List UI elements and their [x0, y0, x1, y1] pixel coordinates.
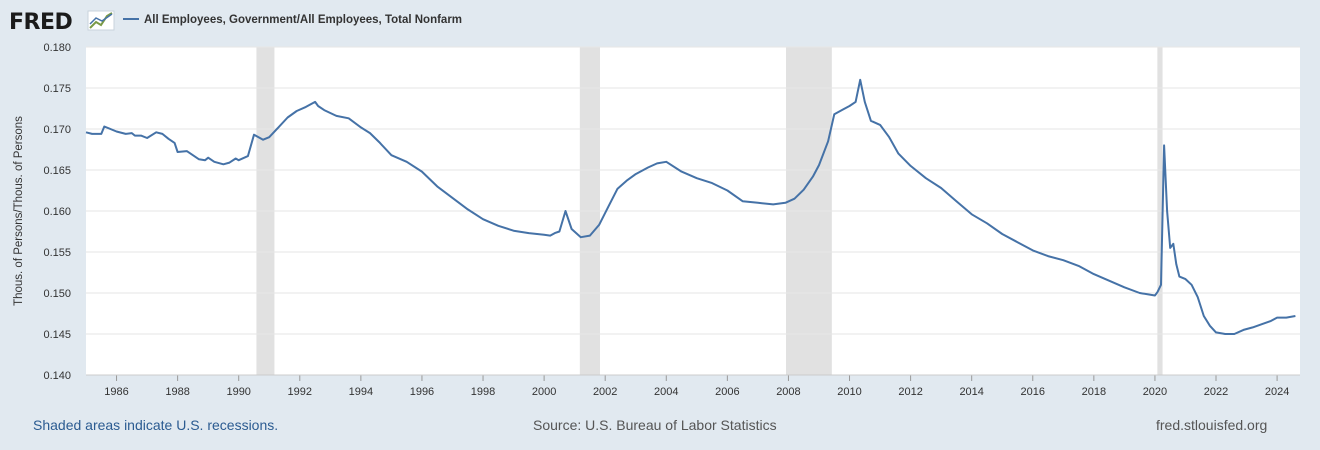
- fred-logo[interactable]: FRED: [9, 10, 115, 35]
- x-tick-label: 2012: [898, 386, 922, 398]
- x-axis: 1986 1988 1990 1992 1994 1996 1998 2000 2002 2004…: [86, 374, 1300, 398]
- source-credit: Source: U.S. Bureau of Labor Statistics: [533, 417, 777, 433]
- x-tick-label: 2014: [959, 386, 983, 398]
- x-tick-label: 1998: [471, 386, 495, 398]
- y-tick-label: 0.175: [43, 83, 71, 95]
- x-tick-label: 2016: [1021, 386, 1045, 398]
- site-url[interactable]: fred.stlouisfed.org: [1156, 417, 1268, 433]
- x-tick-label: 1990: [226, 386, 250, 398]
- y-tick-label: 0.150: [43, 288, 71, 300]
- x-tick-label: 2008: [776, 386, 800, 398]
- y-axis: 0.140 0.145 0.150 0.155 0.160 0.165 0.170 0.175…: [43, 42, 71, 382]
- x-tick-label: 2002: [593, 386, 617, 398]
- x-tick-label: 2006: [715, 386, 739, 398]
- x-tick-label: 2004: [654, 386, 678, 398]
- y-tick-label: 0.165: [43, 165, 71, 177]
- series-line: [85, 78, 1296, 335]
- legend-label: All Employees, Government/All Employees,…: [144, 14, 462, 26]
- x-tick-label: 1992: [288, 386, 312, 398]
- x-tick-label: 2010: [837, 386, 861, 398]
- x-tick-label: 1996: [410, 386, 434, 398]
- y-axis-title: Thous. of Persons/Thous. of Persons: [13, 116, 25, 306]
- fred-chart-logo-icon: [87, 10, 115, 31]
- x-tick-label: 1986: [104, 386, 128, 398]
- legend: All Employees, Government/All Employees,…: [123, 14, 462, 26]
- y-tick-label: 0.155: [43, 247, 71, 259]
- y-tick-label: 0.140: [43, 370, 71, 382]
- x-tick-label: 2000: [532, 386, 556, 398]
- x-tick-label: 1988: [165, 386, 189, 398]
- x-tick-label: 2024: [1265, 386, 1289, 398]
- y-tick-label: 0.180: [43, 42, 71, 54]
- y-tick-label: 0.160: [43, 206, 71, 218]
- logo-text: FRED: [9, 10, 72, 35]
- x-tick-label: 2022: [1204, 386, 1228, 398]
- recession-note[interactable]: Shaded areas indicate U.S. recessions.: [33, 417, 279, 433]
- y-tick-label: 0.145: [43, 329, 71, 341]
- y-tick-label: 0.170: [43, 124, 71, 136]
- x-tick-label: 2020: [1143, 386, 1167, 398]
- x-tick-label: 2018: [1082, 386, 1106, 398]
- x-tick-label: 1994: [349, 386, 373, 398]
